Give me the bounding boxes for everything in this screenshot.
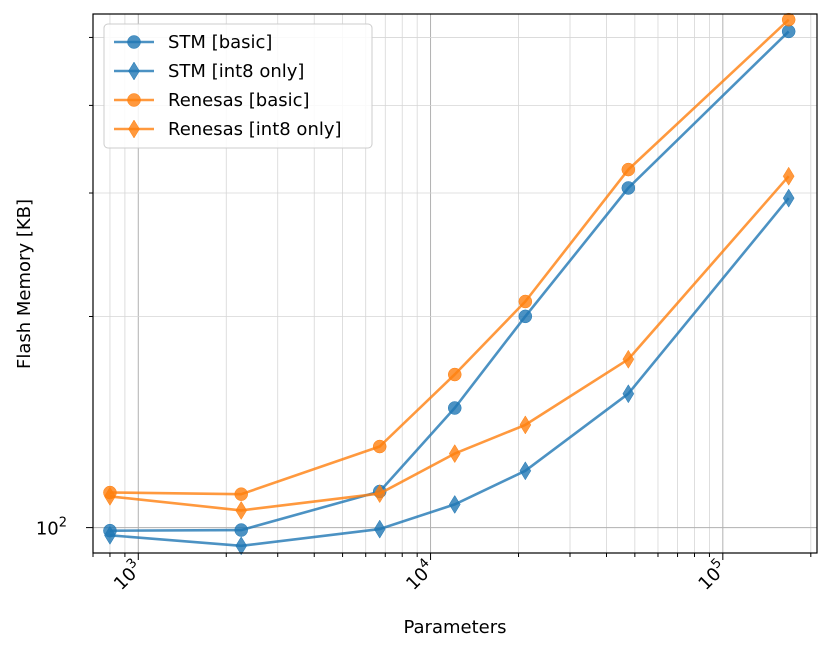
series-layer [103,12,796,556]
legend-swatch-marker [128,61,140,81]
plot-frame [92,13,818,554]
data-point [235,500,248,520]
x-tick-label: 104 [400,556,439,595]
data-point [782,188,795,208]
data-point [372,439,387,454]
data-point [622,384,635,404]
data-point [104,525,116,545]
legend-entry: Renesas [basic] [114,90,310,111]
legend-label: STM [basic] [168,32,272,53]
data-point [234,523,248,537]
data-point [104,486,116,506]
legend-swatch-marker [127,35,141,49]
y-axis-label: Flash Memory [KB] [14,199,35,369]
data-point [518,294,533,309]
legend-swatch-marker [127,93,141,107]
data-point [622,349,635,369]
data-point [235,536,248,556]
data-point [373,484,386,504]
data-point [621,181,636,195]
x-tick-label: 105 [692,556,731,595]
data-point [621,162,636,177]
series-stm-int8-only [104,188,795,556]
legend-label: Renesas [int8 only] [168,119,342,140]
data-point [447,401,462,415]
x-tick-label: 103 [108,556,147,595]
legend-box [103,23,373,149]
legend: STM [basic] STM [int8 only] Renesas [basic… [103,23,373,149]
x-axis-label: Parameters [403,617,506,638]
data-point [519,415,532,435]
series-line [109,175,790,512]
data-point [781,24,796,39]
legend-entry: STM [basic] [114,32,272,53]
y-tick-label: 102 [36,516,67,540]
data-point [448,444,461,464]
data-point [447,367,462,382]
data-point [373,519,386,539]
series-renesas-int8-only [104,166,795,520]
legend-label: Renesas [basic] [168,90,310,111]
legend-label: STM [int8 only] [168,61,304,82]
data-point [448,494,461,514]
data-point [782,166,795,186]
legend-entry: STM [int8 only] [114,61,304,82]
data-point [781,12,796,27]
data-point [518,309,533,324]
data-point [234,487,248,501]
legend-entry: Renesas [int8 only] [114,119,342,140]
series-renesas-basic [103,12,796,501]
legend-swatch-marker [128,119,140,139]
data-point [519,461,532,481]
